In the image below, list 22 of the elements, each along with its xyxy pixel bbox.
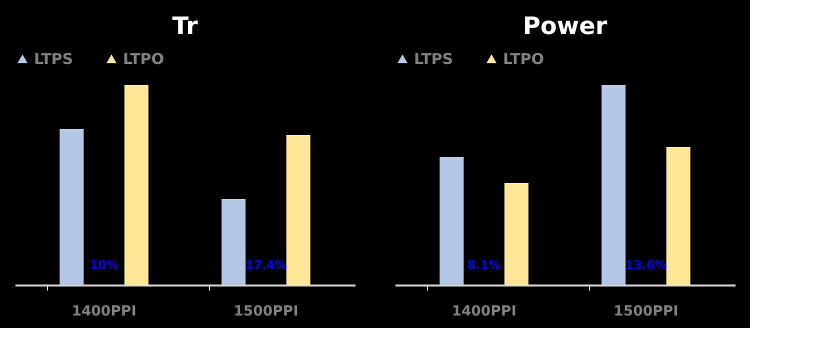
- annotation: 17.4%: [245, 258, 287, 272]
- legend-label: LTPS: [414, 50, 454, 68]
- bar: [602, 85, 626, 285]
- x-tick-label: 1500PPI: [614, 304, 678, 320]
- annotation: 8.1%: [467, 258, 501, 272]
- legend-label: LTPO: [503, 50, 544, 68]
- bar: [124, 85, 148, 285]
- legend-label: LTPS: [34, 50, 74, 68]
- bar: [60, 129, 84, 285]
- x-tick-label: 1500PPI: [234, 304, 298, 320]
- bar: [440, 157, 464, 285]
- bar: [222, 199, 246, 285]
- bar: [504, 183, 528, 285]
- chart-title: Power: [522, 12, 608, 40]
- bar: [666, 147, 690, 285]
- bar: [286, 135, 310, 285]
- legend-label: LTPO: [123, 50, 164, 68]
- annotation: 10%: [90, 258, 118, 272]
- x-tick-label: 1400PPI: [452, 304, 516, 320]
- annotation: 13.6%: [625, 258, 667, 272]
- x-tick-label: 1400PPI: [72, 304, 136, 320]
- chart-title: Tr: [172, 12, 198, 40]
